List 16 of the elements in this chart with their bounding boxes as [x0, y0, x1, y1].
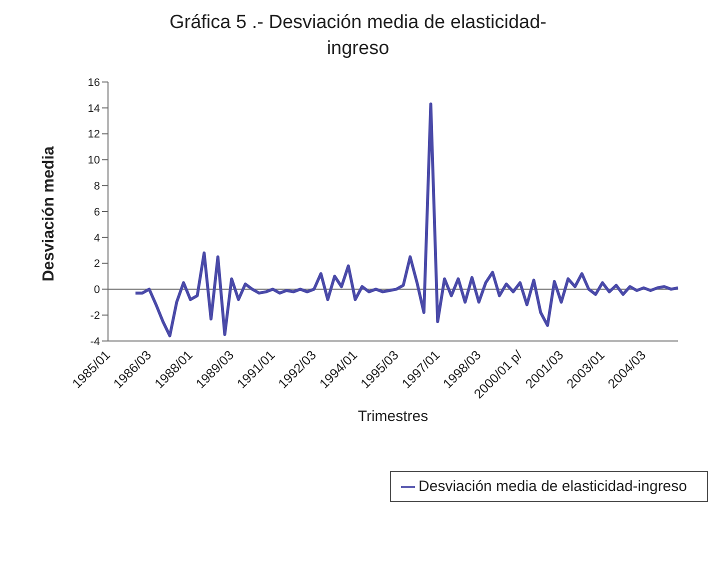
x-axis-title: Trimestres [358, 408, 428, 425]
line-series [134, 102, 680, 338]
y-tick-label: 16 [88, 76, 100, 89]
y-tick-label: 4 [94, 232, 100, 244]
chart-title: Gráfica 5 .- Desviación media de elasticidad-ingreso [168, 11, 548, 61]
y-tick-label: 10 [88, 154, 100, 167]
y-tick-label: 12 [88, 128, 100, 141]
y-tick-label: -2 [90, 310, 100, 322]
y-tick-label: 2 [94, 258, 100, 270]
y-tick-label: -4 [90, 336, 100, 348]
y-tick-label: 0 [94, 284, 100, 296]
y-tick-label: 8 [94, 180, 100, 193]
y-axis-title: Desviación media [40, 146, 58, 282]
y-tick-label: 6 [94, 206, 100, 218]
legend-label: Desviación media de elasticidad-ingreso [418, 478, 687, 495]
y-tick-label: 14 [88, 102, 100, 115]
